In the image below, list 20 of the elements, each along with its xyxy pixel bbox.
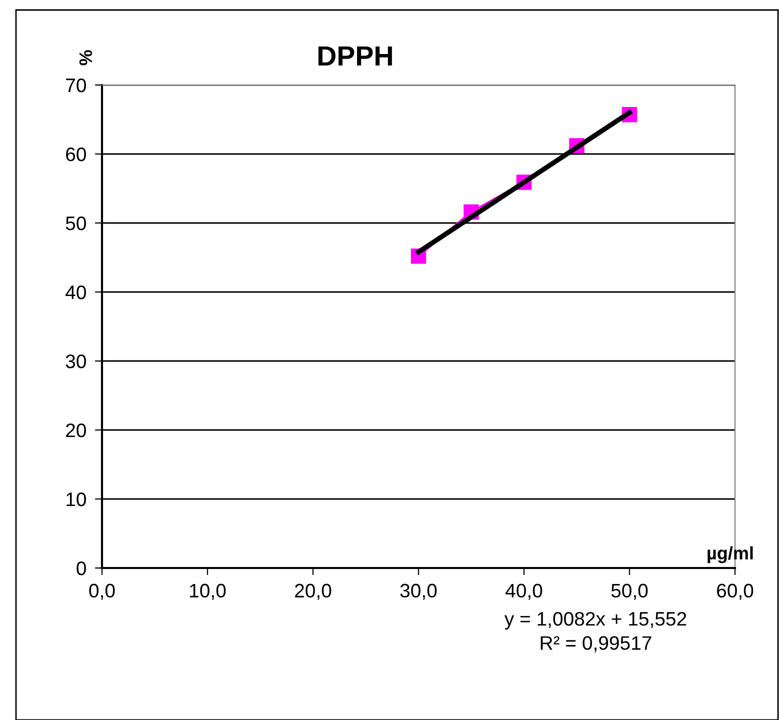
- x-tick-label: 20,0: [295, 584, 332, 600]
- y-tick-label: 50: [66, 216, 86, 230]
- chart-title: DPPH: [318, 46, 392, 66]
- y-tick-label: 0: [76, 561, 86, 576]
- x-tick-label: 40,0: [506, 584, 542, 600]
- x-tick-label: 60,0: [717, 584, 754, 600]
- y-axis-title: %: [79, 50, 92, 66]
- x-axis-title: µg/ml: [708, 546, 753, 564]
- x-tick-label: 0,0: [89, 584, 115, 600]
- y-tick-label: 30: [66, 354, 86, 368]
- y-tick-label: 60: [66, 147, 86, 162]
- y-tick-label: 10: [66, 492, 86, 506]
- y-tick-label: 70: [66, 78, 86, 92]
- text: R² = 0,99517: [540, 636, 652, 652]
- text: y = 1,0082x + 15,552: [504, 612, 686, 630]
- x-tick-label: 30,0: [400, 584, 437, 600]
- x-tick-label: 50,0: [611, 584, 648, 600]
- y-tick-label: 40: [66, 285, 86, 300]
- y-tick-label: 20: [66, 423, 86, 438]
- x-tick-label: 10,0: [190, 584, 226, 600]
